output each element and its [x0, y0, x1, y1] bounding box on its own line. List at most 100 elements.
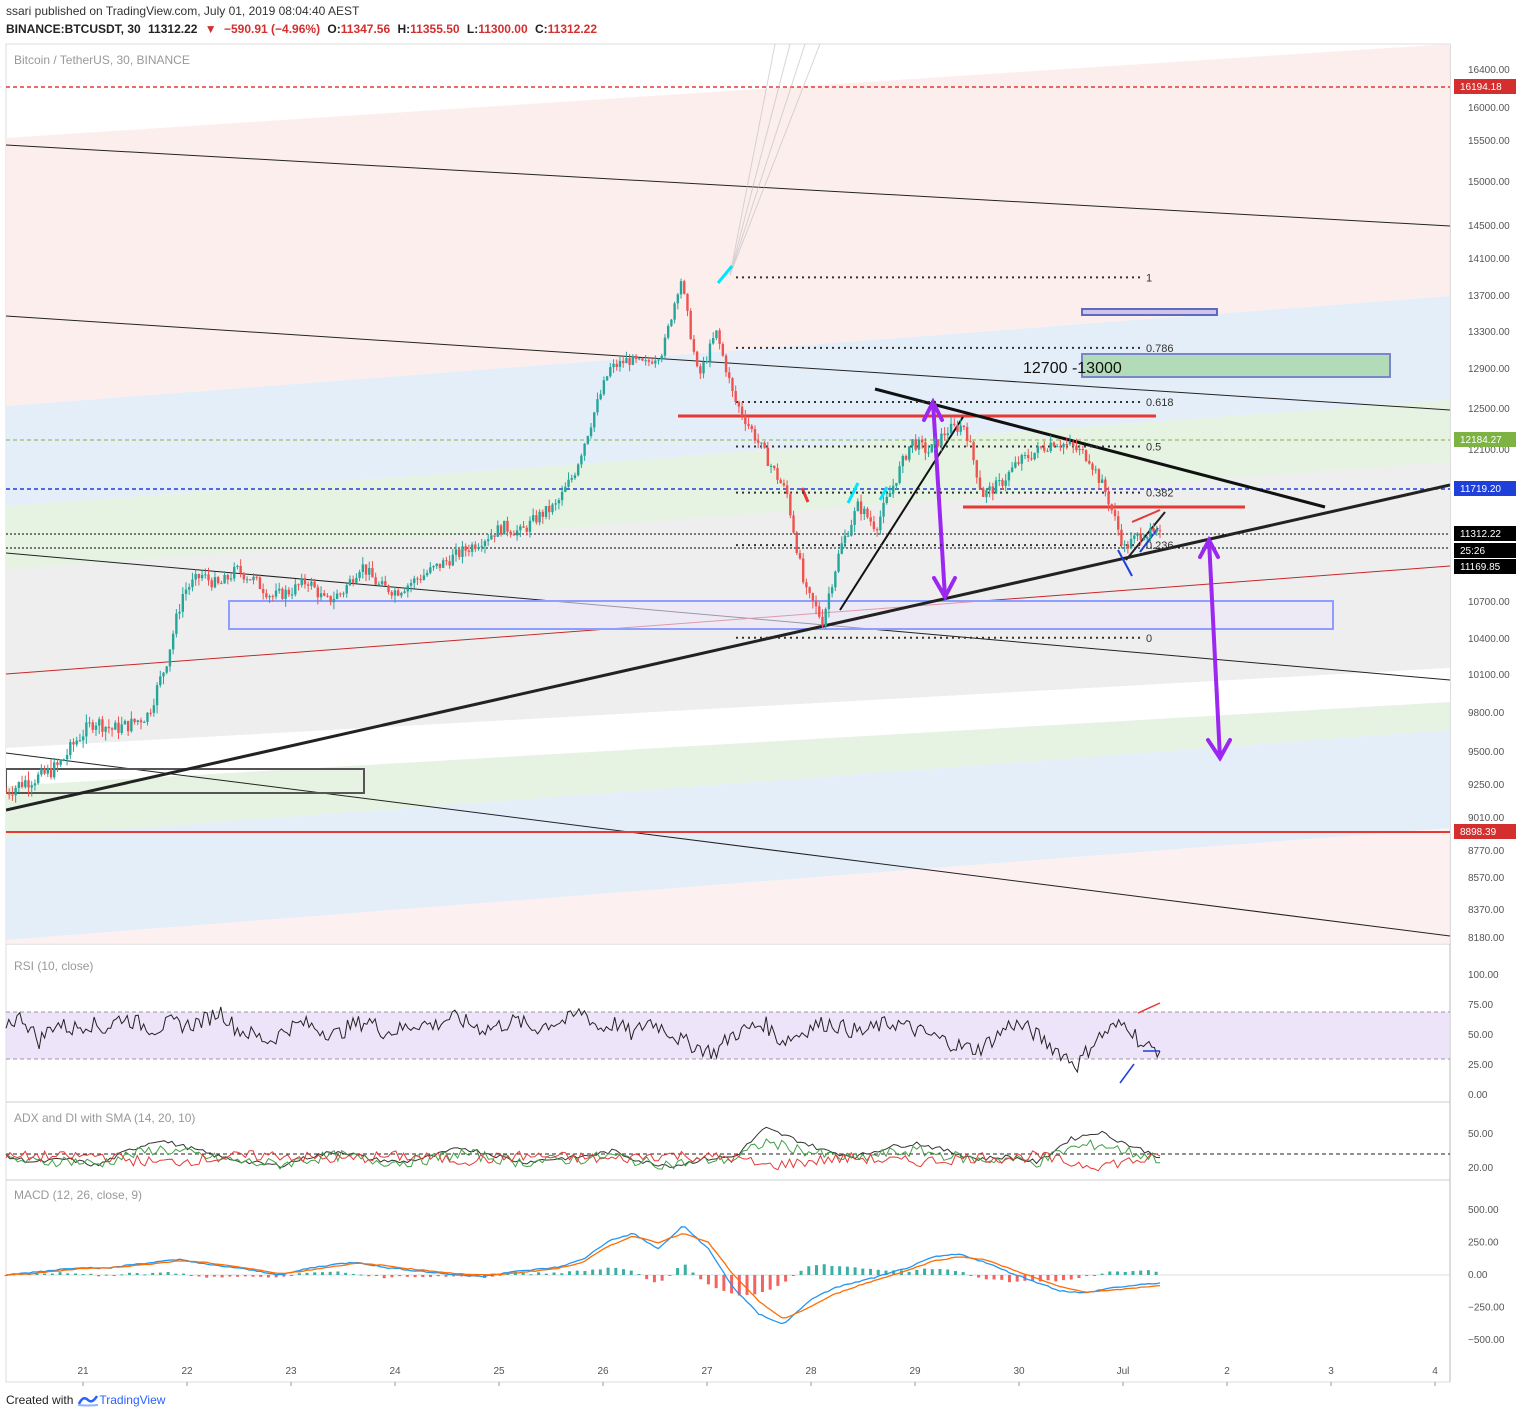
symbol[interactable]: BINANCE:BTCUSDT, 30	[6, 22, 141, 36]
candle-body	[522, 526, 525, 528]
macd-histogram-bar	[112, 1275, 116, 1276]
time-tick-label: 4	[1432, 1366, 1438, 1377]
candle-body	[236, 565, 239, 567]
candle-body	[554, 503, 557, 505]
candle-body	[274, 590, 278, 597]
macd-histogram-bar	[336, 1271, 340, 1275]
macd-histogram-bar	[753, 1275, 757, 1295]
candle-body	[98, 719, 101, 726]
macd-histogram-bar	[683, 1264, 687, 1275]
macd-histogram-bar	[622, 1269, 626, 1275]
candle-body	[422, 575, 426, 580]
candle-body	[387, 585, 390, 593]
rsi-tick: 75.00	[1468, 1000, 1493, 1011]
candle-body	[734, 391, 737, 402]
macd-histogram-bar	[290, 1275, 294, 1276]
macd-histogram-bar	[313, 1272, 317, 1275]
candle-body	[602, 380, 606, 395]
candle-body	[101, 719, 104, 732]
candle-body	[162, 672, 165, 677]
candle-body	[213, 577, 217, 588]
macd-histogram-bar	[938, 1269, 942, 1275]
candle-body	[499, 525, 503, 535]
time-axis: 21 22 23 24 25 26 27 28 29 30 Jul 2 3 4	[77, 1366, 1438, 1386]
candle-body	[531, 515, 535, 521]
candle-body	[416, 578, 419, 580]
macd-histogram-bar	[405, 1275, 409, 1277]
candle-body	[650, 361, 654, 364]
price-tag-label: 8898.39	[1460, 827, 1497, 838]
candle-body	[567, 479, 570, 487]
candle-body	[856, 501, 860, 512]
candle-body	[1113, 510, 1117, 517]
candle-body	[114, 722, 117, 730]
macd-histogram-bar	[838, 1266, 842, 1275]
candle-body	[261, 589, 265, 594]
candle-body	[863, 508, 866, 515]
price-tick: 16400.00	[1468, 65, 1510, 76]
candle-body	[589, 427, 593, 437]
macd-histogram-bar	[1031, 1275, 1035, 1282]
candle-body	[1065, 444, 1068, 446]
macd-histogram-bar	[444, 1275, 448, 1277]
candle-body	[576, 464, 580, 476]
adx-tick: 20.00	[1468, 1163, 1493, 1174]
candle-body	[657, 359, 660, 361]
candle-body	[920, 439, 924, 443]
candle-body	[647, 360, 651, 362]
macd-histogram-bar	[259, 1275, 263, 1277]
macd-histogram-bar	[243, 1275, 247, 1277]
candle-body	[413, 578, 416, 584]
macd-histogram-bar	[830, 1266, 834, 1275]
macd-histogram-bar	[367, 1275, 371, 1277]
candle-body	[711, 338, 715, 344]
macd-histogram-bar	[1085, 1275, 1089, 1276]
candle-body	[445, 560, 448, 562]
candle-body	[33, 783, 37, 786]
candle-body	[1142, 538, 1146, 540]
candle-body	[1020, 455, 1023, 464]
candle-body	[6, 792, 8, 794]
candle-body	[866, 508, 869, 518]
candle-body	[81, 736, 85, 741]
candle-body	[335, 593, 339, 599]
macd-histogram-bar	[768, 1275, 772, 1290]
candle-body	[191, 579, 194, 588]
candle-body	[1007, 471, 1011, 481]
candle-body	[223, 574, 226, 584]
macd-histogram-bar	[930, 1269, 934, 1275]
candle-body	[763, 442, 766, 448]
candle-body	[756, 440, 760, 443]
macd-histogram-bar	[583, 1271, 587, 1275]
candle-body	[371, 567, 374, 578]
macd-histogram-bar	[228, 1275, 232, 1277]
candle-body	[969, 440, 972, 442]
candle-body	[310, 581, 313, 586]
candle-body	[1126, 544, 1130, 549]
candle-body	[830, 587, 834, 594]
candle-body	[1014, 462, 1017, 468]
candle-body	[91, 722, 94, 730]
candle-body	[744, 415, 747, 425]
candle-body	[117, 722, 120, 733]
macd-histogram-bar	[529, 1274, 533, 1276]
macd-histogram-bar	[305, 1272, 309, 1275]
macd-histogram-bar	[459, 1275, 463, 1277]
macd-pane-title: MACD (12, 26, close, 9)	[14, 1188, 142, 1202]
candle-body	[557, 500, 561, 504]
candle-body	[1075, 445, 1078, 451]
candle-body	[779, 479, 782, 484]
candle-body	[827, 593, 831, 610]
candle-body	[1149, 527, 1152, 538]
candle-body	[197, 573, 201, 579]
macd-histogram-bar	[591, 1269, 595, 1275]
candle-body	[837, 553, 840, 572]
candle-body	[615, 363, 618, 367]
macd-histogram-bar	[166, 1271, 170, 1275]
tradingview-link[interactable]: TradingView	[77, 1393, 165, 1407]
time-tick-label: 25	[493, 1366, 505, 1377]
price-tag-bg	[1454, 559, 1516, 574]
macd-histogram-bar	[645, 1275, 649, 1280]
candle-body	[503, 520, 506, 535]
